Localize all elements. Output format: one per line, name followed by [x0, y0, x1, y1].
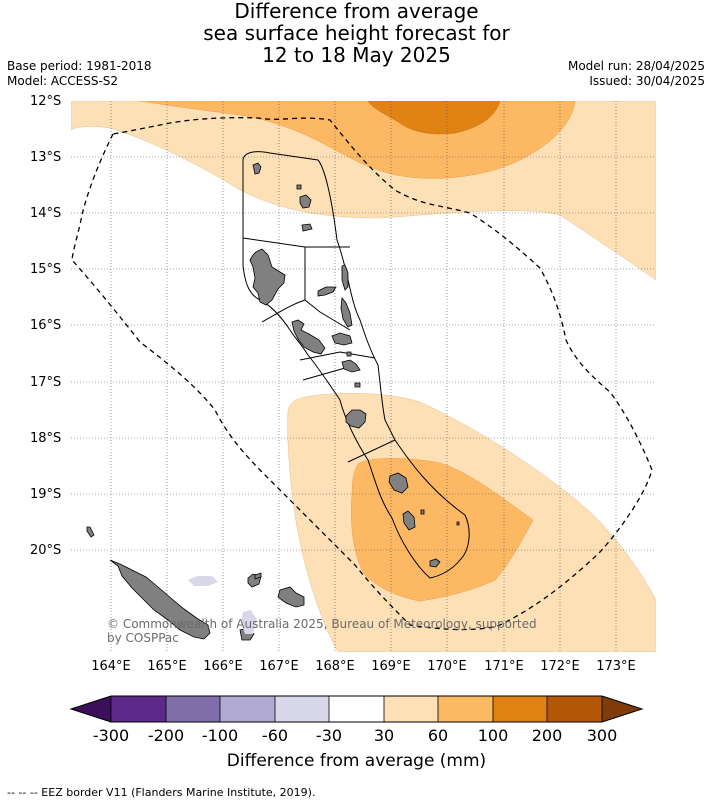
meta-left: Base period: 1981-2018 Model: ACCESS-S2: [7, 59, 152, 89]
island-aneityum: [429, 558, 441, 568]
anomaly-neg30-60: [241, 610, 257, 634]
island-new-caledonia: [109, 559, 211, 640]
island-vanua-lava: [252, 162, 262, 175]
lon-tick-label: 169°E: [371, 659, 411, 674]
island-epi: [341, 359, 361, 373]
lat-tick-label: 13°S: [30, 150, 62, 165]
colorbar-tick-label: 300: [586, 726, 618, 745]
anomaly-neg30-60: [188, 576, 218, 586]
anomaly-100-200-north: [367, 101, 501, 135]
lon-tick-label: 165°E: [147, 659, 187, 674]
lat-tick-label: 20°S: [30, 543, 62, 558]
anomaly-60-100-south: [351, 458, 534, 602]
island-paama: [346, 351, 352, 357]
lon-tick-label: 167°E: [259, 659, 299, 674]
lat-tick-label: 16°S: [30, 318, 62, 333]
province-boundary: [242, 151, 470, 579]
land-masses: [86, 162, 460, 641]
lon-tick-label: 170°E: [427, 659, 467, 674]
colorbar-tick-label: 60: [427, 726, 449, 745]
title-line-3: 12 to 18 May 2025: [262, 43, 451, 67]
colorbar-tick-label: 200: [531, 726, 563, 745]
island-small-north: [296, 184, 302, 190]
island-shepherds: [354, 382, 361, 388]
province-boundary: [304, 299, 351, 331]
lon-tick-label: 168°E: [315, 659, 355, 674]
lon-tick-label: 164°E: [91, 659, 131, 674]
colorbar-tick-label: -200: [147, 726, 185, 745]
meta-right: Model run: 28/04/2025 Issued: 30/04/2025: [568, 59, 705, 89]
island-aniwa: [420, 509, 425, 515]
colorbar-swatch: [329, 696, 384, 722]
province-boundary: [347, 439, 396, 463]
province-boundary: [299, 351, 376, 361]
lat-tick-label: 17°S: [30, 375, 62, 390]
lat-tick-label: 15°S: [30, 262, 62, 277]
model-name: Model: ACCESS-S2: [7, 74, 119, 88]
island-aoba: [317, 286, 337, 297]
copyright-notice: © Commonwealth of Australia 2025, Bureau…: [107, 617, 537, 645]
colorbar-tick-label: -60: [261, 726, 289, 745]
lat-tick-label: 18°S: [30, 431, 62, 446]
island-erromango: [388, 472, 409, 494]
island-small-north2: [301, 223, 313, 232]
colorbar-swatch: [220, 696, 275, 722]
colorbar-tick-label: 100: [477, 726, 509, 745]
map-plot-area: [71, 101, 656, 652]
colorbar-swatch: [493, 696, 547, 722]
lon-tick-label: 172°E: [540, 659, 580, 674]
lat-tick-label: 14°S: [30, 206, 62, 221]
eez-border: [71, 117, 653, 631]
colorbar-tick-label: -300: [92, 726, 130, 745]
colorbar-tick-label: 30: [373, 726, 395, 745]
province-boundary: [261, 247, 306, 323]
base-period: Base period: 1981-2018: [7, 59, 152, 73]
model-run: Model run: 28/04/2025: [567, 59, 705, 73]
colorbar-swatch: [111, 696, 166, 722]
island-ouvea: [254, 572, 262, 580]
eez-footnote: -- -- -- EEZ border V11 (Flanders Marine…: [7, 786, 316, 799]
colorbar-tick-label: -100: [201, 726, 239, 745]
lat-tick-label: 12°S: [30, 94, 62, 109]
colorbar-swatch: [275, 696, 329, 722]
lon-tick-label: 173°E: [596, 659, 636, 674]
island-belep: [86, 526, 95, 538]
island-tanna: [402, 510, 416, 531]
island-espiritu-santo: [249, 248, 286, 306]
issued-date: Issued: 30/04/2025: [589, 74, 705, 88]
lon-tick-label: 166°E: [203, 659, 243, 674]
island-efate: [345, 409, 367, 429]
colorbar: [69, 695, 644, 723]
negative-anomaly-patches: [188, 576, 257, 634]
lon-tick-label: 171°E: [484, 659, 524, 674]
island-lifou: [277, 586, 305, 608]
island-ambrym: [331, 332, 353, 346]
colorbar-label: Difference from average (mm): [226, 751, 487, 771]
island-maewo: [341, 264, 349, 291]
colorbar-arrow-low: [71, 696, 111, 722]
title-line-2: sea surface height forecast for: [203, 21, 510, 45]
lat-tick-label: 19°S: [30, 487, 62, 502]
province-boundary: [302, 367, 346, 381]
island-futuna: [456, 521, 460, 526]
island-pentecost: [340, 296, 353, 328]
island-malakula: [291, 319, 326, 355]
chart-title: Difference from average sea surface heig…: [0, 0, 713, 66]
title-line-1: Difference from average: [234, 0, 479, 23]
colorbar-swatch: [166, 696, 220, 722]
colorbar-arrow-high: [602, 696, 642, 722]
colorbar-tick-label: -30: [315, 726, 343, 745]
island-gaua: [299, 194, 312, 209]
colorbar-swatch: [547, 696, 602, 722]
colorbar-swatch: [384, 696, 438, 722]
province-boundaries: [242, 151, 470, 579]
colorbar-swatch: [438, 696, 493, 722]
